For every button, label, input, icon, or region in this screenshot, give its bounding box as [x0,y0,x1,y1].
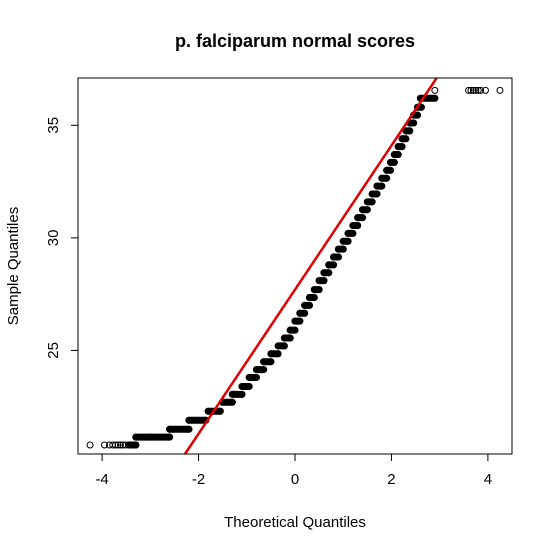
y-tick-label: 35 [45,117,62,134]
data-point [87,442,93,448]
y-axis: 25 30 35 [45,117,78,359]
x-tick-label: 0 [291,471,299,488]
y-axis-label: Sample Quantiles [5,207,22,325]
y-tick-label: 25 [45,342,62,359]
reference-line [185,78,437,454]
y-tick-label: 30 [45,230,62,247]
chart-title: p. falciparum normal scores [175,31,415,51]
data-point [497,87,503,93]
x-tick-label: -2 [192,471,205,488]
plot-frame [78,78,512,454]
x-tick-label: 2 [387,471,395,488]
x-axis-label: Theoretical Quantiles [224,514,366,531]
points-layer [87,87,503,448]
x-tick-label: 4 [484,471,492,488]
x-axis: -4 -2 0 2 4 [95,454,492,488]
data-point [432,87,438,93]
x-tick-label: -4 [95,471,108,488]
